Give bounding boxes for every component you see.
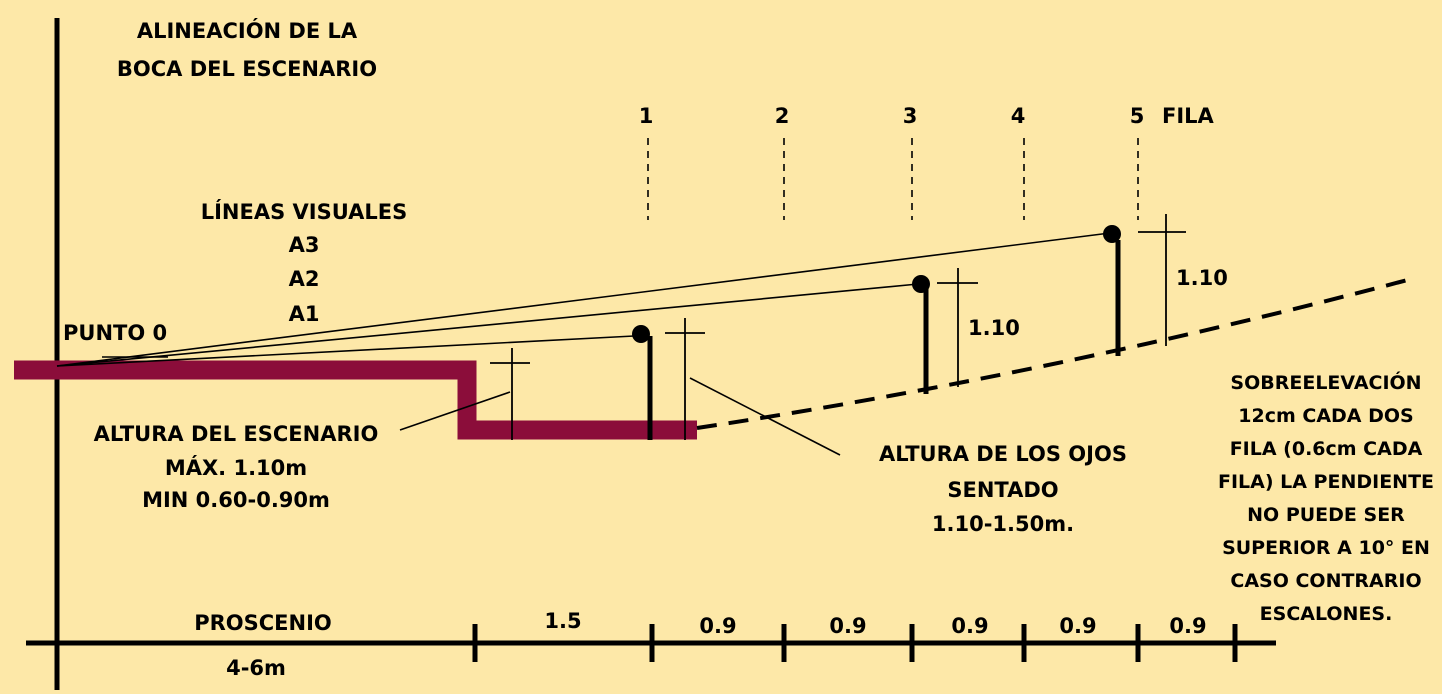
height-marker-stage <box>490 348 530 440</box>
sightline-a2 <box>56 283 919 367</box>
leader-eye-height <box>689 377 841 456</box>
riser-note-line-6: SUPERIOR A 10° EN <box>1222 537 1430 559</box>
dimension-value-1: 1.5 <box>544 609 581 633</box>
title-line-1: ALINEACIÓN DE LA <box>137 18 358 43</box>
stage-height-line-3: MIN 0.60-0.90m <box>142 488 330 512</box>
spectator-3-eye <box>1103 225 1121 243</box>
dimension-value-5: 0.9 <box>1059 614 1096 638</box>
riser-note-line-3: FILA (0.6cm CADA <box>1230 438 1423 460</box>
riser-note-line-7: CASO CONTRARIO <box>1230 570 1421 592</box>
riser-note: SOBREELEVACIÓN 12cm CADA DOS FILA (0.6cm… <box>1218 370 1434 625</box>
row-number-4: 4 <box>1011 104 1026 128</box>
stage-height-line-2: MÁX. 1.10m <box>165 455 307 480</box>
row-axis-label: FILA <box>1162 104 1215 128</box>
stage-height-line-1: ALTURA DEL ESCENARIO <box>94 422 379 446</box>
sightline-label-a1: A1 <box>289 302 320 326</box>
eye-height-line-1: ALTURA DE LOS OJOS <box>879 442 1127 466</box>
spectator-1-eye <box>632 325 650 343</box>
height-marker-row3 <box>937 268 978 387</box>
title-line-2: BOCA DEL ESCENARIO <box>117 57 377 81</box>
dimension-value-2: 0.9 <box>699 614 736 638</box>
row-number-3: 3 <box>903 104 918 128</box>
dimension-value-3: 0.9 <box>829 614 866 638</box>
riser-note-line-4: FILA) LA PENDIENTE <box>1218 471 1434 493</box>
row-guides <box>647 138 1139 220</box>
origin-label: PUNTO 0 <box>63 321 167 345</box>
eye-height-value-1: 1.10 <box>968 316 1020 340</box>
row-number-1: 1 <box>639 104 654 128</box>
dimension-value-4: 0.9 <box>951 614 988 638</box>
height-marker-row5 <box>1138 214 1186 346</box>
eye-height-line-2: SENTADO <box>947 478 1058 502</box>
dimension-value-6: 0.9 <box>1169 614 1206 638</box>
row-number-2: 2 <box>775 104 790 128</box>
sightline-label-a3: A3 <box>289 233 320 257</box>
height-marker-row1 <box>665 318 705 440</box>
riser-note-line-8: ESCALONES. <box>1260 603 1393 625</box>
eye-height-line-3: 1.10-1.50m. <box>932 512 1074 536</box>
stage-floor-profile <box>14 360 697 440</box>
riser-note-line-2: 12cm CADA DOS <box>1238 405 1413 427</box>
riser-note-line-5: NO PUEDE SER <box>1247 504 1405 526</box>
proscenio-value: 4-6m <box>226 656 286 680</box>
sightline-a1 <box>56 335 635 367</box>
eye-height-value-2: 1.10 <box>1176 266 1228 290</box>
raked-floor-curve <box>696 276 1416 430</box>
leader-stage-height <box>399 391 511 431</box>
proscenio-label: PROSCENIO <box>194 611 332 635</box>
row-number-5: 5 <box>1130 104 1145 128</box>
sightlines-heading: LÍNEAS VISUALES <box>201 199 408 224</box>
dimension-ticks <box>472 624 1238 662</box>
sightline-label-a2: A2 <box>289 267 320 291</box>
riser-note-line-1: SOBREELEVACIÓN <box>1230 370 1421 394</box>
spectator-2-eye <box>912 275 930 293</box>
sightline-a3 <box>56 232 1111 367</box>
